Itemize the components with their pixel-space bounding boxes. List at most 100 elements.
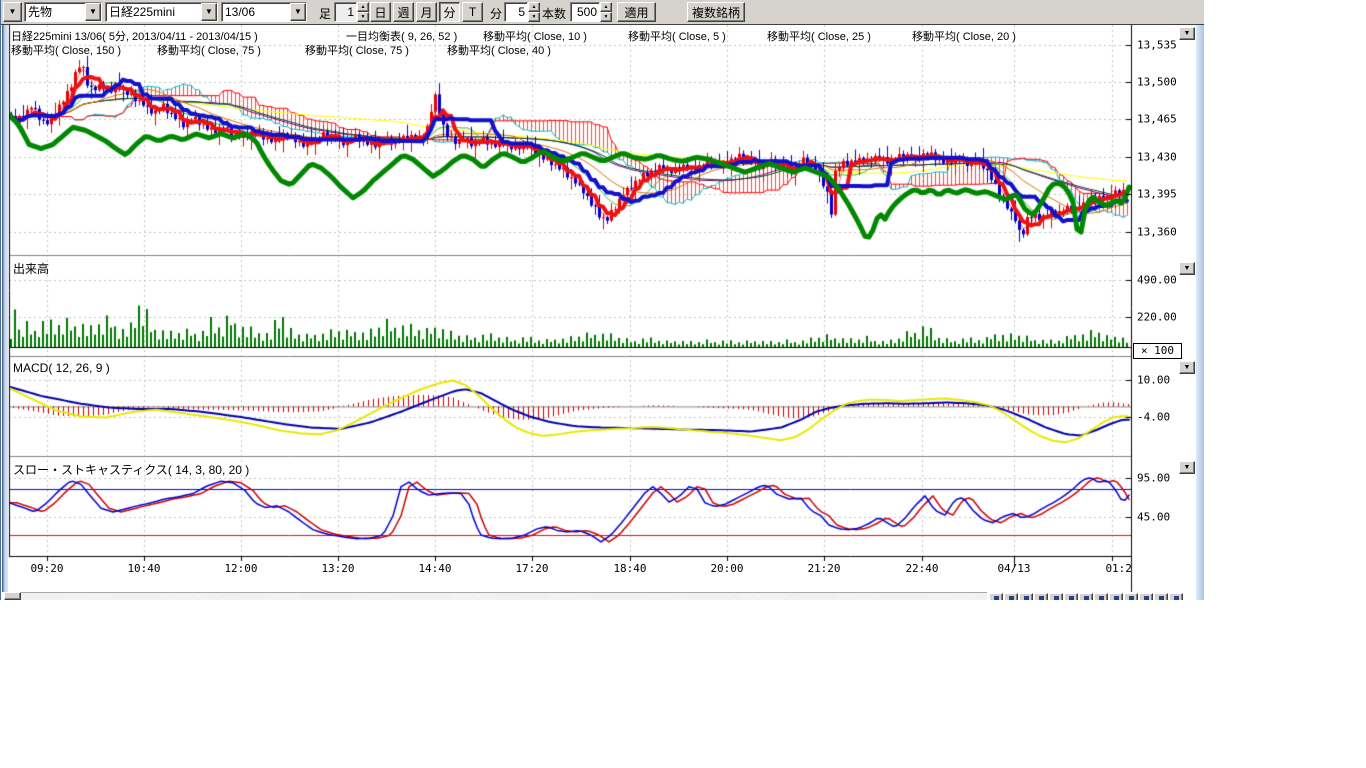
- period-button-daily[interactable]: 日: [370, 2, 391, 22]
- stoch-pane-label: スロー・ストキャスティクス( 14, 3, 80, 20 ): [13, 463, 250, 477]
- time-tick-label: 20:00: [710, 562, 744, 575]
- macd-pane-label: MACD( 12, 26, 9 ): [13, 361, 110, 375]
- stoch-pane-collapse-button[interactable]: ▼: [1179, 461, 1195, 474]
- time-tick-label: 14:40: [418, 562, 452, 575]
- period-button-minute[interactable]: 分: [439, 2, 460, 22]
- mini-button-icon: [1039, 596, 1044, 600]
- instrument-type-value: 先物: [28, 5, 53, 19]
- legend-item: 移動平均( Close, 75 ): [157, 45, 261, 57]
- price-tick-label: 13,395: [1137, 187, 1177, 201]
- time-tick-label: 10:40: [127, 562, 161, 575]
- mini-button-icon: [1069, 596, 1074, 600]
- period-button-monthly[interactable]: 月: [416, 2, 437, 22]
- vertical-scrollbar[interactable]: [1196, 20, 1204, 600]
- instrument-type-select[interactable]: 先物 ▼: [24, 2, 102, 22]
- spinner-up-icon[interactable]: ▲: [600, 2, 612, 12]
- mini-toolbar-button[interactable]: [1049, 593, 1063, 600]
- bar-type-spinner[interactable]: 1 ▲ ▼: [334, 2, 369, 22]
- spinner-up-icon[interactable]: ▲: [357, 2, 369, 12]
- apply-button[interactable]: 適用: [617, 2, 656, 22]
- time-tick-label: 12:00: [224, 562, 258, 575]
- time-tick-label: 09:20: [30, 562, 64, 575]
- mini-toolbar-button[interactable]: [1139, 593, 1153, 600]
- multi-symbol-button[interactable]: 複数銘柄: [687, 2, 745, 22]
- mini-toolbar-button[interactable]: [1004, 593, 1018, 600]
- mini-toolbar-button[interactable]: [1169, 593, 1183, 600]
- bar-count-value[interactable]: 500: [570, 2, 600, 22]
- chevron-down-icon[interactable]: ▼: [201, 3, 217, 21]
- mini-toolbar-button[interactable]: [1109, 593, 1123, 600]
- mini-toolbar-button[interactable]: [1079, 593, 1093, 600]
- mini-toolbar: [989, 593, 1194, 600]
- time-tick-label: 04/13: [997, 562, 1031, 575]
- chart-region: 日経225mini 13/06( 5分, 2013/04/11 - 2013/0…: [1, 25, 1204, 600]
- legend-item: 移動平均( Close, 5 ): [628, 31, 726, 43]
- spinner-down-icon[interactable]: ▼: [600, 12, 612, 22]
- legend-item: 移動平均( Close, 150 ): [11, 45, 122, 57]
- scrollbar-track[interactable]: [21, 592, 987, 600]
- mini-button-icon: [1009, 596, 1014, 600]
- macd-tick-label: -4.00: [1137, 410, 1171, 424]
- legend-item: 移動平均( Close, 25 ): [767, 31, 871, 43]
- mini-toolbar-button[interactable]: [1064, 593, 1078, 600]
- mini-button-icon: [1159, 596, 1164, 600]
- spinner-up-icon[interactable]: ▲: [528, 2, 540, 12]
- symbol-select[interactable]: 日経225mini ▼: [105, 2, 218, 22]
- period-button-weekly[interactable]: 週: [393, 2, 414, 22]
- volume-pane-collapse-button[interactable]: ▼: [1179, 262, 1195, 275]
- mini-button-icon: [1084, 596, 1089, 600]
- symbol-value: 日経225mini: [109, 5, 176, 19]
- mini-toolbar-button[interactable]: [1124, 593, 1138, 600]
- price-tick-label: 13,500: [1137, 75, 1177, 89]
- stoch-tick-label: 45.00: [1137, 510, 1171, 524]
- price-pane-collapse-button[interactable]: ▼: [1179, 27, 1195, 40]
- chart-canvas[interactable]: [1, 25, 1204, 600]
- contract-month-value: 13/06: [225, 5, 256, 19]
- scrollbar-thumb[interactable]: [4, 592, 21, 600]
- mini-toolbar-button[interactable]: [1154, 593, 1168, 600]
- macd-pane-collapse-button[interactable]: ▼: [1179, 361, 1195, 374]
- time-tick-label: 17:20: [515, 562, 549, 575]
- volume-tick-label: 220.00: [1137, 310, 1177, 324]
- multi-symbol-button-label: 複数銘柄: [691, 5, 740, 20]
- minute-value[interactable]: 5: [504, 2, 528, 22]
- horizontal-scrollbar[interactable]: [1, 592, 1196, 600]
- minute-spinner[interactable]: 5 ▲ ▼: [504, 2, 540, 22]
- chevron-down-icon[interactable]: ▼: [85, 3, 101, 21]
- volume-tick-label: 490.00: [1137, 273, 1177, 287]
- bar-count-label: 本数: [542, 7, 567, 21]
- minute-label: 分: [490, 7, 503, 21]
- left-edge-strip: [2, 24, 8, 592]
- mini-toolbar-button[interactable]: [1094, 593, 1108, 600]
- apply-button-label: 適用: [624, 5, 649, 20]
- contract-month-select[interactable]: 13/06 ▼: [221, 2, 307, 22]
- mini-button-icon: [1099, 596, 1104, 600]
- x-axis-labels: 09:20 10:40 12:00 13:20 14:40 17:20 18:40 20:00…: [1, 25, 1131, 625]
- chevron-down-icon[interactable]: ▼: [290, 3, 306, 21]
- period-button-tick[interactable]: T: [462, 2, 483, 22]
- spinner-down-icon[interactable]: ▼: [357, 12, 369, 22]
- mini-toolbar-button[interactable]: [1034, 593, 1048, 600]
- legend-item: 日経225mini 13/06( 5分, 2013/04/11 - 2013/0…: [11, 31, 258, 43]
- time-tick-label: 01:20: [1105, 562, 1131, 575]
- bar-type-value[interactable]: 1: [334, 2, 357, 22]
- volume-multiplier-badge: × 100: [1133, 343, 1182, 359]
- stoch-tick-label: 95.00: [1137, 471, 1171, 485]
- price-tick-label: 13,465: [1137, 112, 1177, 126]
- mini-button-icon: [1174, 596, 1179, 600]
- mini-toolbar-button[interactable]: [1019, 593, 1033, 600]
- bar-count-spinner[interactable]: 500 ▲ ▼: [570, 2, 612, 22]
- legend-item: 移動平均( Close, 10 ): [483, 31, 587, 43]
- price-tick-label: 13,360: [1137, 225, 1177, 239]
- window-dropdown-button[interactable]: ▼: [3, 2, 22, 22]
- price-tick-label: 13,430: [1137, 150, 1177, 164]
- legend-item: 一目均衡表( 9, 26, 52 ): [346, 31, 458, 43]
- mini-toolbar-button[interactable]: [989, 593, 1003, 600]
- price-tick-label: 13,535: [1137, 38, 1177, 52]
- legend-item: 移動平均( Close, 75 ): [305, 45, 409, 57]
- spinner-down-icon[interactable]: ▼: [528, 12, 540, 22]
- mini-button-icon: [1054, 596, 1059, 600]
- time-tick-label: 13:20: [321, 562, 355, 575]
